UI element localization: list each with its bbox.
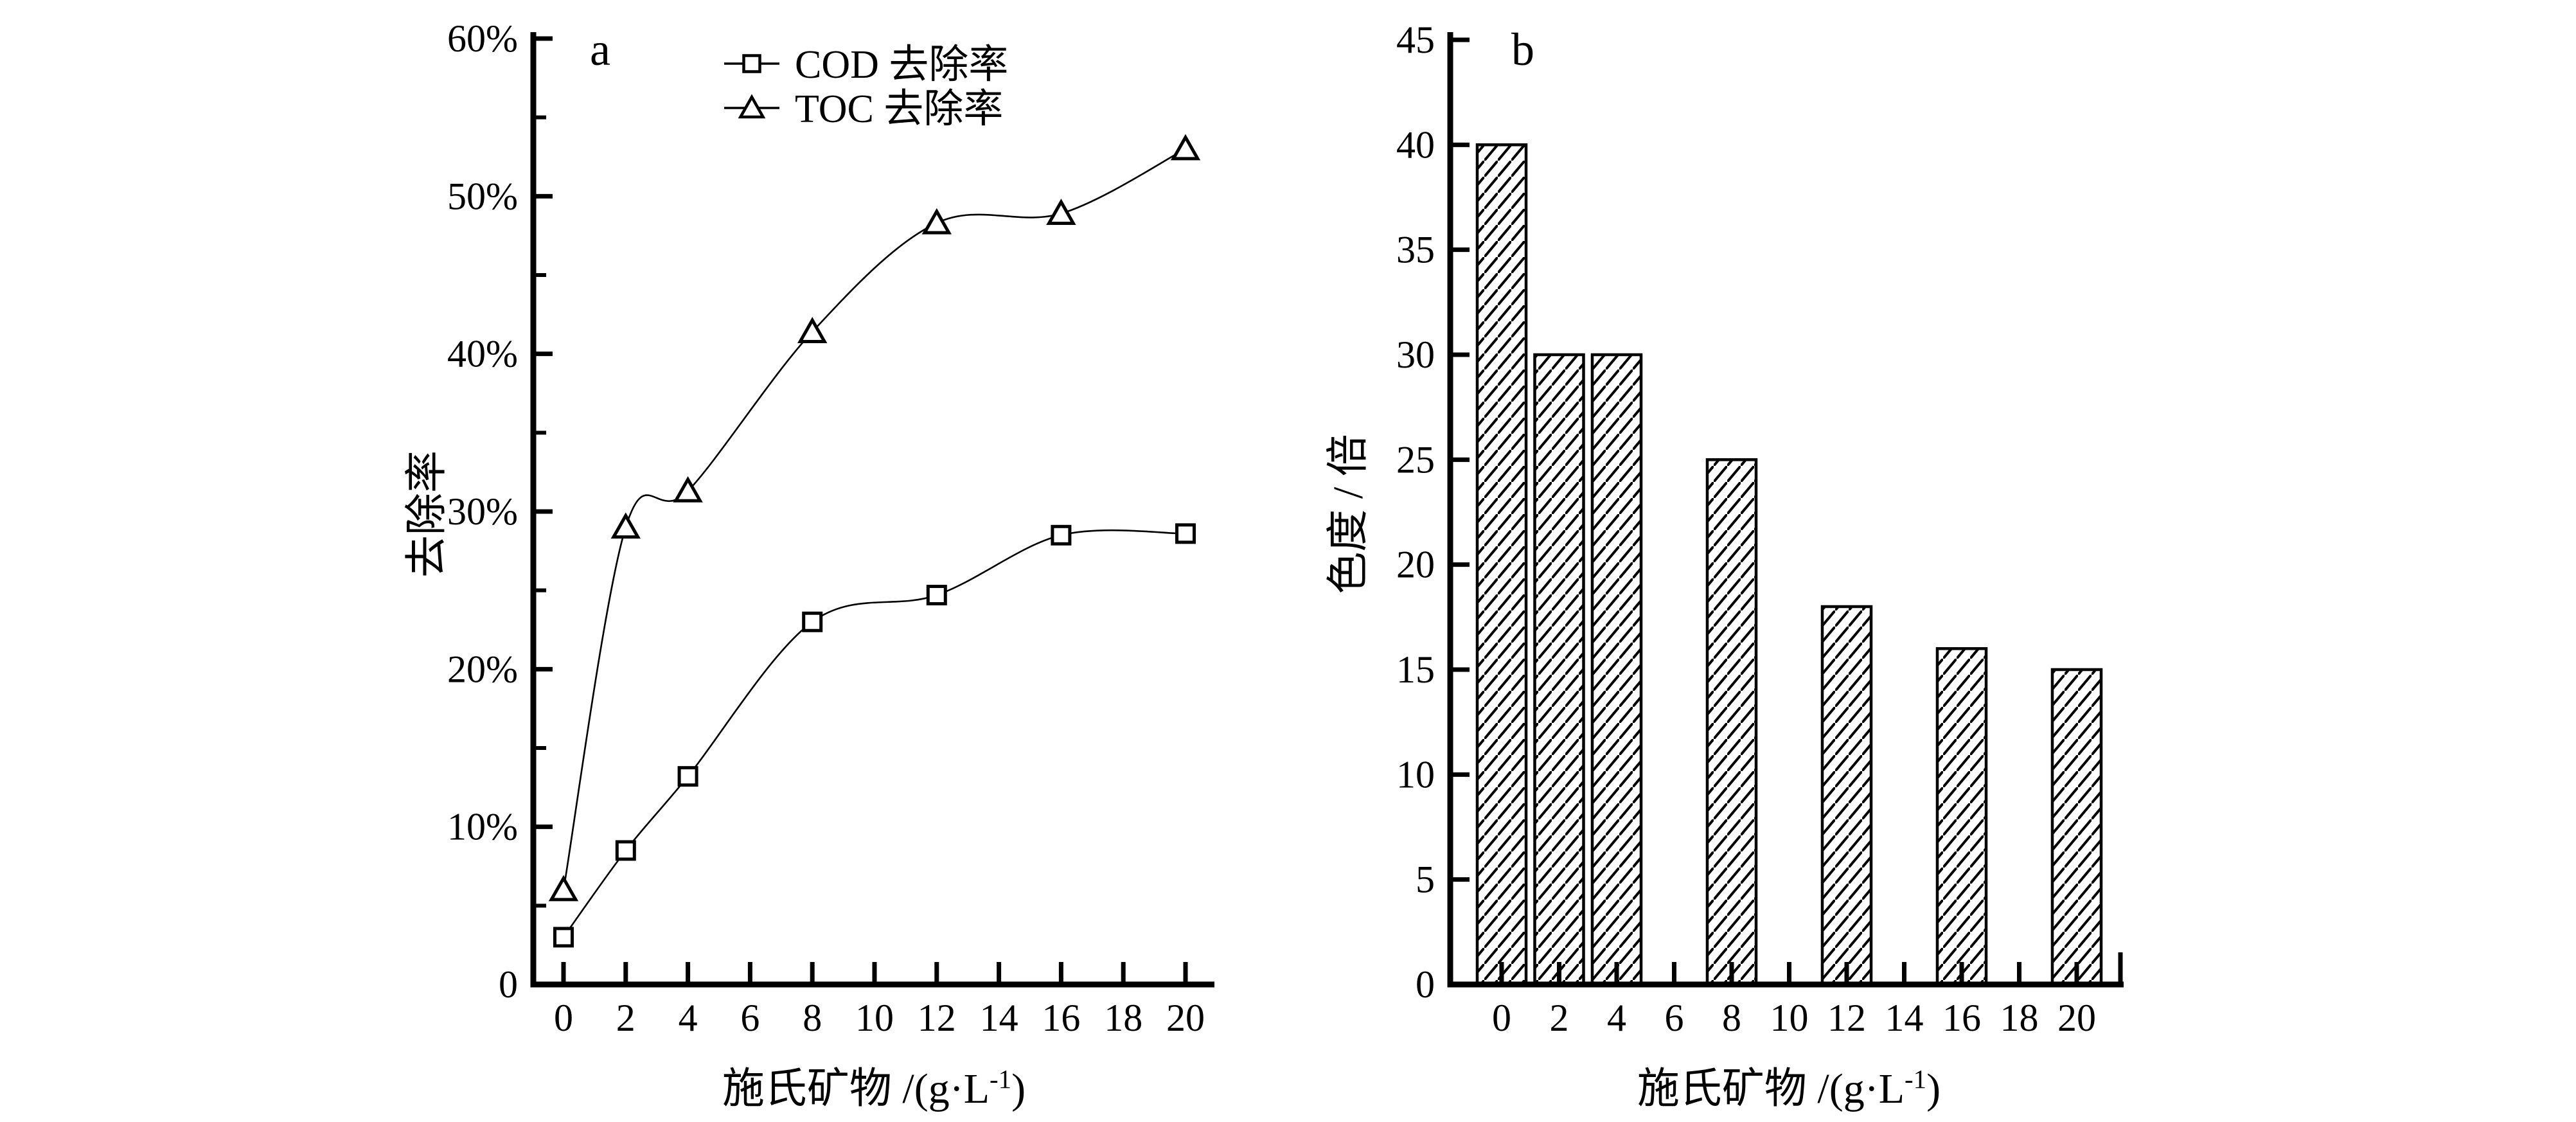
chart-b-x-axis-title-text: 施氏矿物 /(g·L xyxy=(1637,1065,1905,1112)
x-tick-label: 2 xyxy=(1550,997,1569,1039)
y-tick-label: 60% xyxy=(447,17,518,60)
data-marker-triangle xyxy=(610,512,641,539)
chart-a-x-axis-title-superscript: -1 xyxy=(990,1065,1012,1094)
y-tick-label: 0 xyxy=(499,963,518,1006)
data-marker-triangle xyxy=(797,317,828,343)
chart-a: 0 10% 20% 30% 40% 50% 60% 0 2 4 6 8 10 12 14 16 18 20 COD … xyxy=(447,17,1214,1039)
bar-x0 xyxy=(1475,143,1528,986)
legend-label-toc: TOC 去除率 xyxy=(795,87,1003,131)
series-curve-triangle xyxy=(562,148,1186,891)
chart-b-x-axis-title-close: ) xyxy=(1926,1065,1941,1112)
y-tick-label: 30 xyxy=(1396,334,1435,376)
chart-b-x-axis-title: 施氏矿物 /(g·L-1) xyxy=(1637,1054,1941,1116)
bar-x8 xyxy=(1705,458,1758,986)
data-marker-square xyxy=(926,585,947,606)
chart-a-x-axis-title-close: ) xyxy=(1011,1065,1026,1112)
x-tick-label: 8 xyxy=(1722,997,1741,1039)
data-marker-triangle xyxy=(548,875,579,902)
y-tick-label: 40% xyxy=(447,333,518,375)
panel-label-a: a xyxy=(590,24,610,75)
x-tick-label: 10 xyxy=(855,997,894,1039)
x-tick-label: 14 xyxy=(1885,997,1924,1039)
y-tick-label: 30% xyxy=(447,490,518,533)
x-tick-label: 6 xyxy=(740,997,759,1039)
panel-label-b: b xyxy=(1511,24,1534,75)
y-tick-label: 20 xyxy=(1396,544,1435,586)
x-tick-label: 12 xyxy=(1827,997,1866,1039)
bar-x12 xyxy=(1820,605,1873,986)
y-tick-label: 35 xyxy=(1396,229,1435,271)
y-tick-label: 20% xyxy=(447,648,518,690)
x-tick-label: 2 xyxy=(616,997,635,1039)
x-tick-label: 6 xyxy=(1665,997,1684,1039)
bar-x16 xyxy=(1935,647,1988,986)
data-marker-square xyxy=(1051,524,1072,546)
y-tick-label: 15 xyxy=(1396,648,1435,691)
x-tick-label: 14 xyxy=(980,997,1018,1039)
series-curve-square xyxy=(562,529,1186,938)
legend-marker-square xyxy=(742,54,761,73)
bar-x2 xyxy=(1533,353,1585,986)
data-marker-triangle xyxy=(1046,199,1076,225)
y-tick-label: 25 xyxy=(1396,438,1435,481)
legend-marker-triangle xyxy=(738,94,766,119)
legend-label-cod: COD 去除率 xyxy=(795,43,1008,87)
x-tick-label: 16 xyxy=(1042,997,1080,1039)
chart-a-x-axis-title: 施氏矿物 /(g·L-1) xyxy=(722,1054,1026,1116)
x-tick-label: 12 xyxy=(918,997,956,1039)
data-marker-square xyxy=(677,766,698,787)
chart-a-x-axis-title-text: 施氏矿物 /(g·L xyxy=(722,1065,990,1112)
chart-b-y-axis-title: 色度 / 倍 xyxy=(1325,434,1372,594)
x-tick-label: 4 xyxy=(679,997,698,1039)
x-tick-label: 16 xyxy=(1942,997,1981,1039)
y-tick-label: 5 xyxy=(1416,859,1435,901)
y-tick-label: 45 xyxy=(1396,19,1435,61)
x-tick-label: 0 xyxy=(1492,997,1511,1039)
y-tick-label: 0 xyxy=(1416,963,1435,1006)
x-tick-label: 0 xyxy=(554,997,573,1039)
data-marker-square xyxy=(802,611,823,632)
y-tick-label: 40 xyxy=(1396,123,1435,166)
x-tick-label: 8 xyxy=(803,997,822,1039)
x-tick-label: 20 xyxy=(1166,997,1205,1039)
x-tick-label: 18 xyxy=(2000,997,2039,1039)
data-marker-square xyxy=(553,927,574,948)
bar-x20 xyxy=(2050,668,2103,986)
data-marker-triangle xyxy=(921,208,952,235)
chart-b-x-axis-title-superscript: -1 xyxy=(1905,1065,1927,1094)
x-tick-label: 18 xyxy=(1104,997,1142,1039)
x-tick-label: 20 xyxy=(2057,997,2096,1039)
data-marker-triangle xyxy=(673,476,703,503)
x-tick-label: 10 xyxy=(1770,997,1809,1039)
bar-x4 xyxy=(1590,353,1643,986)
data-marker-triangle xyxy=(1170,134,1201,161)
y-tick-label: 10% xyxy=(447,806,518,848)
data-marker-square xyxy=(615,840,636,861)
y-tick-label: 50% xyxy=(447,175,518,217)
x-tick-label: 4 xyxy=(1607,997,1626,1039)
data-marker-square xyxy=(1175,523,1196,544)
chart-a-y-axis-title: 去除率 xyxy=(404,450,450,578)
y-tick-label: 10 xyxy=(1396,753,1435,796)
